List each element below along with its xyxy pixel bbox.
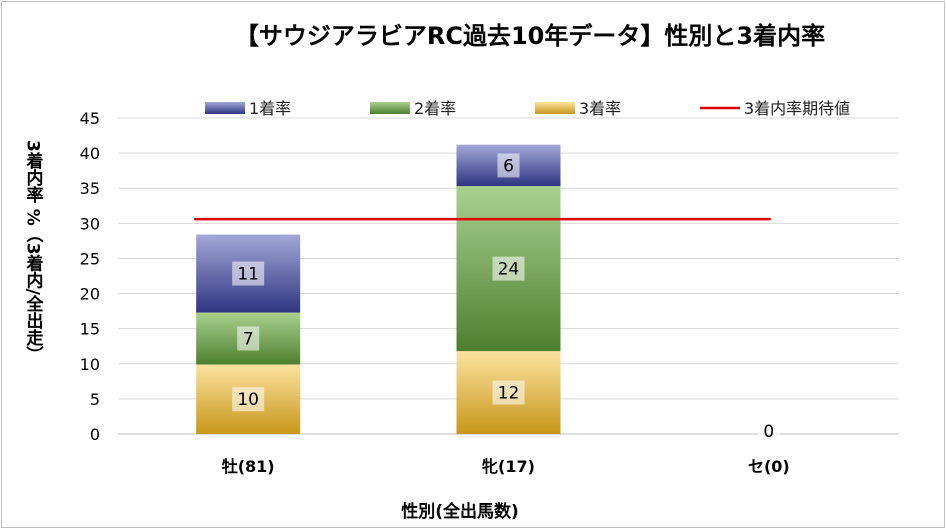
y-tick-label: 10 bbox=[80, 355, 100, 374]
category-label: 牝(17) bbox=[482, 457, 535, 476]
legend-label: 1着率 bbox=[249, 99, 291, 118]
legend-label: 3着内率期待値 bbox=[744, 99, 850, 118]
legend-swatch bbox=[535, 102, 575, 114]
data-label-bg bbox=[497, 153, 520, 178]
y-tick-label: 5 bbox=[90, 390, 100, 409]
category-label: セ(0) bbox=[748, 457, 790, 476]
y-tick-label: 20 bbox=[80, 285, 100, 304]
bars bbox=[196, 144, 561, 434]
data-labels: 10 7 11 12 24 6 0 bbox=[232, 153, 780, 443]
y-tick-label: 45 bbox=[80, 109, 100, 128]
data-label: 11 bbox=[237, 265, 259, 285]
y-tick-label: 15 bbox=[80, 320, 100, 339]
y-tick-labels: 0 5 10 15 20 25 30 35 40 45 bbox=[80, 109, 100, 444]
data-label: 0 bbox=[763, 422, 774, 442]
data-label: 24 bbox=[498, 260, 520, 280]
data-label: 7 bbox=[243, 329, 254, 349]
chart-title: 【サウジアラビアRC過去10年データ】性別と3着内率 bbox=[234, 22, 826, 50]
data-label: 10 bbox=[237, 390, 259, 410]
y-tick-label: 25 bbox=[80, 249, 100, 268]
data-label-bg bbox=[492, 380, 525, 405]
y-tick-label: 40 bbox=[80, 144, 100, 163]
legend: 1着率 2着率 3着率 3着内率期待値 bbox=[205, 99, 850, 118]
data-label: 12 bbox=[498, 384, 520, 404]
data-label-bg bbox=[237, 326, 260, 351]
data-label-bg bbox=[492, 256, 525, 281]
legend-label: 2着率 bbox=[414, 99, 456, 118]
y-tick-label: 30 bbox=[80, 214, 100, 233]
legend-label: 3着率 bbox=[579, 99, 621, 118]
data-label-bg bbox=[232, 387, 265, 412]
category-label: 牡(81) bbox=[222, 457, 275, 476]
y-axis-label-wrap: 3着内率 %（3着内/全出走） bbox=[18, 140, 48, 420]
category-labels: 牡(81) 牝(17) セ(0) bbox=[222, 457, 790, 476]
y-tick-label: 35 bbox=[80, 179, 100, 198]
y-tick-label: 0 bbox=[90, 425, 100, 444]
x-axis-label: 性別(全出馬数) bbox=[401, 502, 519, 522]
data-label-bg bbox=[232, 261, 265, 286]
data-label-bg bbox=[757, 419, 780, 443]
y-axis-label: 3着内率 %（3着内/全出走） bbox=[22, 140, 43, 363]
legend-swatch bbox=[370, 102, 410, 114]
legend-swatch bbox=[205, 102, 245, 114]
data-label: 6 bbox=[503, 156, 514, 176]
